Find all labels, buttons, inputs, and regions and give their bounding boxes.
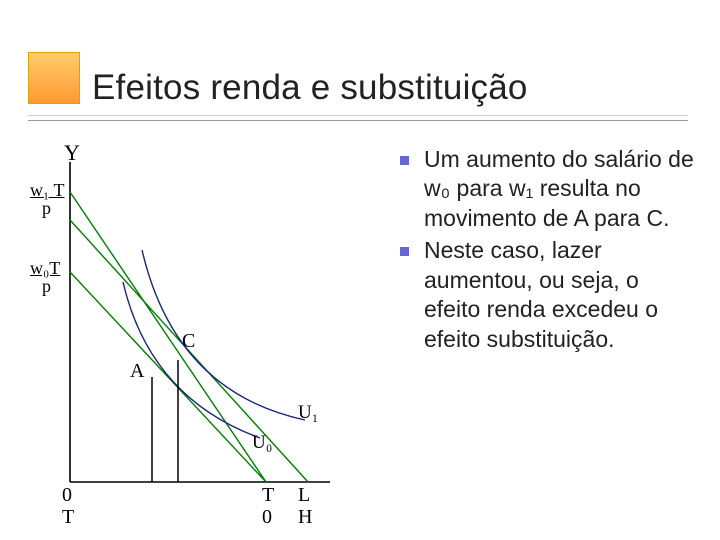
economics-diagram: Y w₁ T p w₀T p A C U₀ U₁ 0 T T 0 L H <box>30 142 370 522</box>
origin-label-line2: T <box>62 506 74 529</box>
bullet-text: Neste caso, lazer aumentou, ou seja, o e… <box>424 236 700 354</box>
page-title: Efeitos renda e substituição <box>92 68 528 108</box>
x-right-col2-line2: H <box>298 506 312 529</box>
indiff-u1-label: U₁ <box>298 402 318 424</box>
bullet-square-icon <box>400 247 409 256</box>
title-underline <box>28 115 688 121</box>
diagram-svg <box>30 142 370 522</box>
y-axis-label: Y <box>64 140 80 166</box>
x-right-col1-line2: 0 <box>262 506 272 529</box>
bullet-item: Um aumento do salário de w₀ para w₁ resu… <box>400 145 700 233</box>
x-right-col2-line1: L <box>298 484 310 507</box>
bullet-square-icon <box>400 156 409 165</box>
w1t-text: w₁ T <box>30 180 64 200</box>
indiff-u0-label: U₀ <box>252 432 272 454</box>
bullet-text: Um aumento do salário de w₀ para w₁ resu… <box>424 145 700 233</box>
w0t-text: w₀T <box>30 258 60 278</box>
point-c-label: C <box>182 330 195 353</box>
y-intercept-w1-denom: p <box>42 198 51 219</box>
x-right-col1-line1: T <box>262 484 274 507</box>
origin-label-line1: 0 <box>62 484 72 507</box>
bullet-item: Neste caso, lazer aumentou, ou seja, o e… <box>400 236 700 354</box>
point-a-label: A <box>130 360 144 383</box>
bullet-list: Um aumento do salário de w₀ para w₁ resu… <box>400 145 700 357</box>
y-intercept-w0-denom: p <box>42 276 51 297</box>
title-accent-square <box>28 52 80 104</box>
